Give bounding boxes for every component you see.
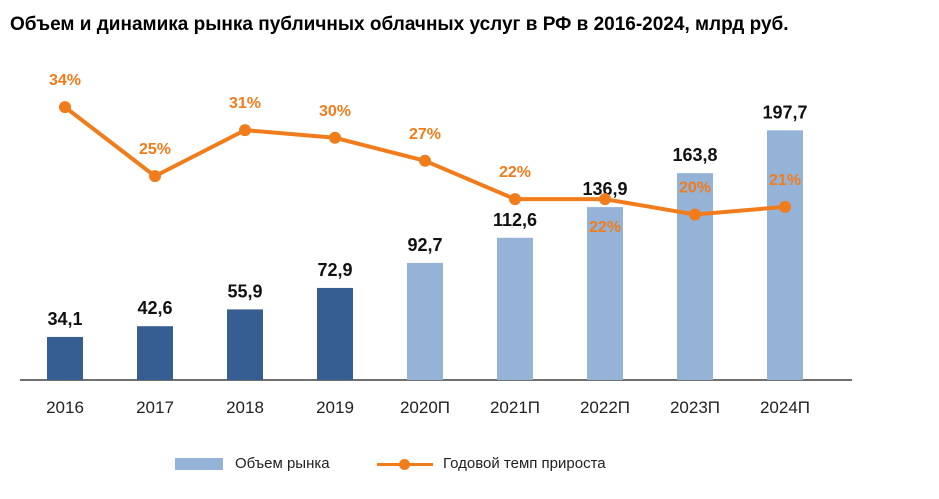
bar-2022П (587, 207, 623, 380)
growth-label-2019: 30% (319, 103, 351, 120)
bar-2019 (317, 287, 353, 380)
bar-2024П (767, 130, 803, 380)
growth-label-2020П: 27% (409, 126, 441, 143)
x-tick-label-2021П: 2021П (490, 398, 540, 417)
x-tick-label-2018: 2018 (226, 398, 264, 417)
x-tick-label-2019: 2019 (316, 398, 354, 417)
bar-value-label-2020П: 92,7 (407, 235, 442, 255)
bar-value-label-2019: 72,9 (317, 260, 352, 280)
growth-label-2017: 25% (139, 141, 171, 158)
growth-point-2024П (779, 200, 791, 213)
growth-point-2022П (599, 193, 611, 206)
chart-legend: Объем рынка Годовой темп прироста (0, 455, 939, 479)
bar-value-label-2022П: 136,9 (582, 179, 627, 199)
bar-2016 (47, 336, 83, 380)
x-tick-label-2020П: 2020П (400, 398, 450, 417)
growth-label-2022П: 22% (589, 219, 621, 236)
growth-point-2020П (419, 154, 431, 167)
bar-value-label-2023П: 163,8 (672, 145, 717, 165)
growth-point-2023П (689, 208, 701, 221)
growth-label-2023П: 20% (679, 180, 711, 197)
bar-2018 (227, 309, 263, 380)
x-tick-label-2016: 2016 (46, 398, 84, 417)
legend-bar-swatch (175, 457, 223, 470)
bar-value-label-2021П: 112,6 (493, 210, 537, 230)
bar-value-label-2024П: 197,7 (762, 102, 807, 122)
x-tick-label-2023П: 2023П (670, 398, 720, 417)
growth-label-2021П: 22% (499, 164, 531, 181)
bar-value-label-2017: 42,6 (137, 298, 172, 318)
growth-label-2018: 31% (229, 95, 261, 112)
growth-label-2024П: 21% (769, 172, 801, 189)
bar-2017 (137, 326, 173, 380)
bar-value-label-2018: 55,9 (227, 281, 262, 301)
x-tick-label-2022П: 2022П (580, 398, 630, 417)
growth-point-2019 (329, 131, 341, 144)
bar-2021П (497, 237, 533, 380)
growth-point-2017 (149, 170, 161, 183)
chart-title: Объем и динамика рынка публичных облачны… (10, 14, 789, 35)
legend-label-growth-rate: Годовой темп прироста (443, 455, 606, 472)
growth-point-2018 (239, 124, 251, 137)
bar-value-label-2016: 34,1 (47, 309, 82, 329)
growth-label-2016: 34% (49, 72, 81, 89)
bar-2020П (407, 262, 443, 380)
legend-item-growth-rate: Годовой темп прироста (377, 455, 606, 472)
bar-2023П (677, 173, 713, 380)
legend-line-swatch (377, 457, 433, 471)
growth-point-2016 (59, 101, 71, 114)
growth-point-2021П (509, 193, 521, 206)
x-tick-label-2017: 2017 (136, 398, 174, 417)
legend-label-market-volume: Объем рынка (235, 455, 330, 472)
x-tick-label-2024П: 2024П (760, 398, 810, 417)
legend-item-market-volume: Объем рынка (175, 455, 330, 472)
chart-area: 34,1 2016 42,6 2017 55,9 2018 72,9 2019 92,7 2020… (20, 72, 852, 417)
